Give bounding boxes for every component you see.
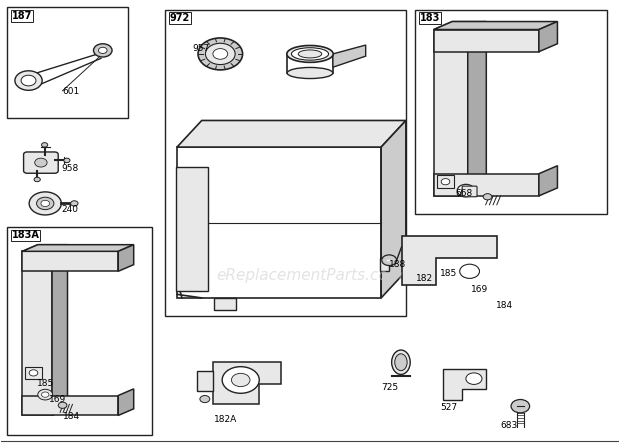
Polygon shape	[118, 389, 134, 416]
Bar	[165, 9, 406, 316]
Polygon shape	[22, 245, 68, 251]
Circle shape	[466, 373, 482, 384]
Text: eReplacementParts.com: eReplacementParts.com	[216, 268, 404, 283]
Polygon shape	[177, 147, 381, 298]
Circle shape	[35, 158, 47, 167]
Polygon shape	[402, 236, 497, 285]
Circle shape	[213, 49, 228, 59]
Circle shape	[42, 392, 49, 397]
Circle shape	[21, 75, 36, 86]
Circle shape	[41, 200, 50, 206]
Circle shape	[382, 255, 397, 266]
Polygon shape	[333, 45, 366, 67]
Polygon shape	[434, 174, 539, 196]
Polygon shape	[434, 29, 539, 52]
Text: 683: 683	[500, 421, 518, 430]
Text: 183A: 183A	[12, 231, 40, 240]
Text: 240: 240	[61, 205, 78, 214]
Polygon shape	[381, 121, 406, 298]
Bar	[437, 175, 454, 188]
Circle shape	[58, 402, 67, 409]
Circle shape	[42, 143, 48, 147]
Ellipse shape	[298, 50, 322, 58]
Circle shape	[461, 187, 470, 194]
Bar	[25, 367, 42, 379]
Ellipse shape	[395, 354, 407, 371]
Circle shape	[15, 71, 42, 90]
Circle shape	[64, 158, 70, 162]
Polygon shape	[443, 369, 486, 400]
Ellipse shape	[287, 68, 333, 79]
Polygon shape	[118, 245, 134, 271]
Text: 185: 185	[37, 379, 54, 388]
Ellipse shape	[287, 45, 333, 62]
Circle shape	[94, 44, 112, 57]
Text: 184: 184	[495, 301, 513, 311]
Circle shape	[99, 47, 107, 53]
Polygon shape	[434, 29, 467, 196]
Circle shape	[231, 373, 250, 387]
Ellipse shape	[291, 48, 329, 60]
Polygon shape	[213, 362, 281, 405]
Circle shape	[29, 192, 61, 215]
Bar	[7, 227, 153, 436]
Text: 958: 958	[61, 164, 79, 173]
Polygon shape	[380, 258, 389, 271]
Ellipse shape	[392, 350, 410, 374]
Text: 183: 183	[420, 13, 440, 23]
Circle shape	[441, 178, 450, 185]
Text: 188: 188	[389, 260, 407, 269]
Polygon shape	[22, 396, 118, 416]
Circle shape	[38, 389, 53, 400]
FancyBboxPatch shape	[24, 152, 58, 173]
Polygon shape	[539, 166, 557, 196]
Circle shape	[205, 43, 235, 65]
Circle shape	[511, 400, 529, 413]
Circle shape	[29, 370, 38, 376]
Circle shape	[34, 177, 40, 182]
Polygon shape	[539, 21, 557, 52]
Bar	[415, 9, 607, 214]
Text: 725: 725	[381, 383, 398, 392]
Text: 184: 184	[63, 413, 80, 421]
Circle shape	[200, 396, 210, 403]
Polygon shape	[22, 251, 52, 416]
Text: 957: 957	[192, 44, 210, 53]
Circle shape	[483, 194, 492, 200]
Circle shape	[459, 264, 479, 279]
Polygon shape	[214, 298, 236, 310]
Circle shape	[37, 197, 54, 210]
Polygon shape	[177, 121, 406, 147]
Circle shape	[198, 38, 242, 70]
Polygon shape	[434, 21, 486, 29]
Polygon shape	[22, 245, 134, 251]
Text: 182: 182	[417, 274, 433, 283]
Polygon shape	[22, 251, 118, 271]
Circle shape	[222, 367, 259, 393]
Text: 182A: 182A	[214, 415, 237, 425]
Text: 169: 169	[49, 396, 66, 405]
Text: 169: 169	[471, 285, 488, 295]
Text: 527: 527	[440, 403, 457, 412]
Bar	[175, 167, 208, 291]
Text: 972: 972	[170, 13, 190, 23]
Text: 668: 668	[455, 189, 472, 198]
FancyBboxPatch shape	[462, 186, 477, 197]
Text: 185: 185	[440, 269, 457, 278]
Polygon shape	[197, 371, 213, 391]
Polygon shape	[434, 21, 557, 29]
Polygon shape	[52, 245, 68, 416]
Text: 187: 187	[12, 11, 32, 21]
Bar	[7, 8, 128, 118]
Circle shape	[457, 184, 474, 197]
Text: 601: 601	[63, 87, 80, 96]
Circle shape	[71, 201, 78, 206]
Polygon shape	[467, 21, 486, 196]
